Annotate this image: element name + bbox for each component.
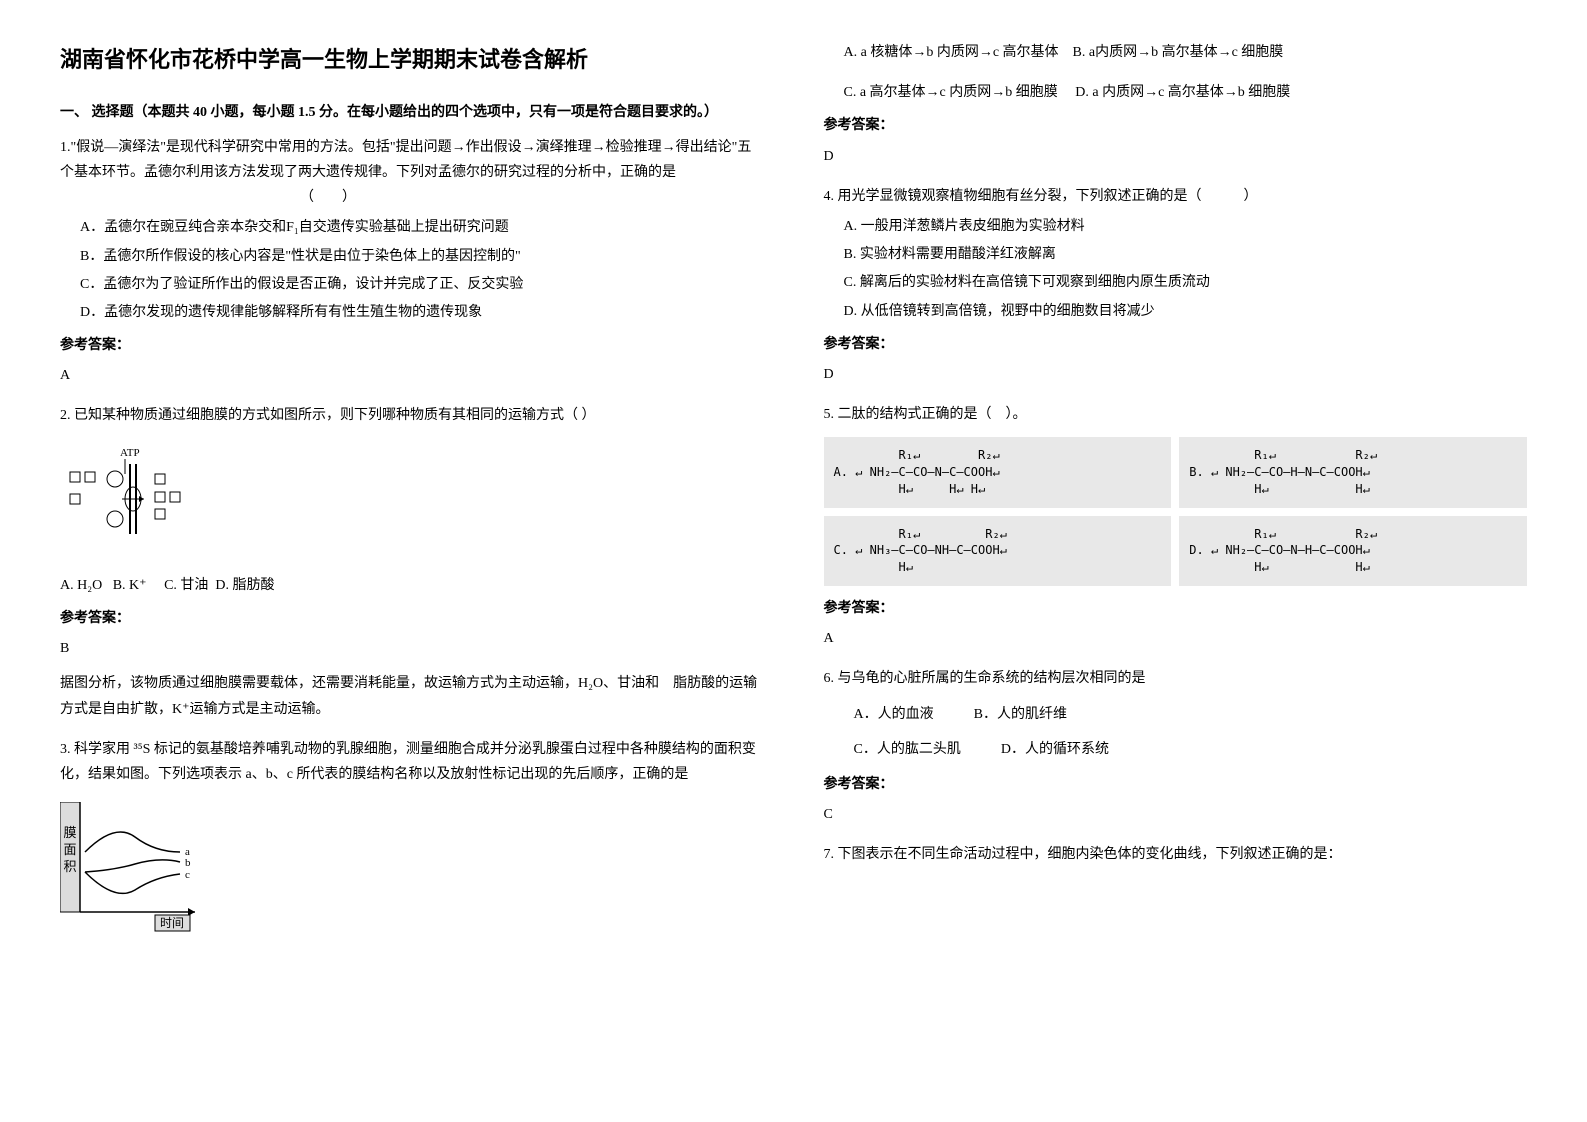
q4-opt-a: A. 一般用洋葱鳞片表皮细胞为实验材料 bbox=[844, 214, 1528, 239]
q4-opt-d: D. 从低倍镜转到高倍镜，视野中的细胞数目将减少 bbox=[844, 299, 1528, 324]
question-4: 4. 用光学显微镜观察植物细胞有丝分裂，下列叙述正确的是（ ） A. 一般用洋葱… bbox=[824, 184, 1528, 387]
q3-options: A. a 核糖体→b 内质网→c 高尔基体 B. a内质网→b 高尔基体→c 细… bbox=[844, 40, 1528, 105]
svg-text:b: b bbox=[185, 857, 191, 869]
x-axis-label: 时间 bbox=[160, 916, 184, 930]
q1-opt-c: C．孟德尔为了验证所作出的假设是否正确，设计并完成了正、反交实验 bbox=[80, 272, 764, 297]
q3-opt-row1: A. a 核糖体→b 内质网→c 高尔基体 B. a内质网→b 高尔基体→c 细… bbox=[844, 40, 1528, 65]
q1-paren: （ ） bbox=[300, 190, 356, 205]
q2-opt-c: C. 甘油 bbox=[164, 578, 208, 593]
q5-peptide-grid: R₁↵ R₂↵ A. ↵ NH₂—C—CO—N—C—COOH↵ H↵ H↵ H↵… bbox=[824, 437, 1528, 586]
question-1: 1."假说—演绎法"是现代科学研究中常用的方法。包括"提出问题→作出假设→演绎推… bbox=[60, 135, 764, 389]
question-7: 7. 下图表示在不同生命活动过程中，细胞内染色体的变化曲线，下列叙述正确的是： bbox=[824, 842, 1528, 867]
q1-options: A．孟德尔在豌豆纯合亲本杂交和F₁自交遗传实验基础上提出研究问题 B．孟德尔所作… bbox=[80, 215, 764, 325]
q3-opt-a: A. a 核糖体→b 内质网→c 高尔基体 bbox=[844, 45, 1059, 60]
right-column: A. a 核糖体→b 内质网→c 高尔基体 B. a内质网→b 高尔基体→c 细… bbox=[824, 40, 1528, 966]
q6-text: 6. 与乌龟的心脏所属的生命系统的结构层次相同的是 bbox=[824, 666, 1528, 691]
q3-opt-c: C. a 高尔基体→c 内质网→b 细胞膜 bbox=[844, 85, 1058, 100]
q1-opt-d: D．孟德尔发现的遗传规律能够解释所有有性生殖生物的遗传现象 bbox=[80, 300, 764, 325]
q2-options-line: A. H₂O B. K⁺ C. 甘油 D. 脂肪酸 bbox=[60, 573, 764, 598]
q1-opt-a: A．孟德尔在豌豆纯合亲本杂交和F₁自交遗传实验基础上提出研究问题 bbox=[80, 215, 764, 240]
q7-text: 7. 下图表示在不同生命活动过程中，细胞内染色体的变化曲线，下列叙述正确的是： bbox=[824, 842, 1528, 867]
q2-answer: B bbox=[60, 636, 764, 661]
q2-opt-b: B. K⁺ bbox=[113, 578, 147, 593]
y-axis-char-2: 面 bbox=[63, 842, 76, 857]
q4-answer: D bbox=[824, 362, 1528, 387]
q6-answer: C bbox=[824, 802, 1528, 827]
q2-explanation: 据图分析，该物质通过细胞膜需要载体，还需要消耗能量，故运输方式为主动运输，H₂O… bbox=[60, 671, 764, 721]
svg-text:c: c bbox=[185, 869, 190, 881]
q6-opt-d: D．人的循环系统 bbox=[1001, 737, 1109, 762]
document-title: 湖南省怀化市花桥中学高一生物上学期期末试卷含解析 bbox=[60, 40, 764, 80]
atp-label: ATP bbox=[120, 447, 140, 459]
q6-answer-label: 参考答案： bbox=[824, 772, 1528, 797]
question-3: 3. 科学家用 ³⁵S 标记的氨基酸培养哺乳动物的乳腺细胞，测量细胞合成并分泌乳… bbox=[60, 737, 764, 952]
left-column: 湖南省怀化市花桥中学高一生物上学期期末试卷含解析 一、 选择题（本题共 40 小… bbox=[60, 40, 764, 966]
question-3-options: A. a 核糖体→b 内质网→c 高尔基体 B. a内质网→b 高尔基体→c 细… bbox=[824, 40, 1528, 169]
q2-answer-label: 参考答案： bbox=[60, 606, 764, 631]
q5-answer: A bbox=[824, 626, 1528, 651]
q3-answer-label: 参考答案： bbox=[824, 113, 1528, 138]
q5-cell-b: R₁↵ R₂↵ B. ↵ NH₂—C—CO—H—N—C—COOH↵ H↵ H↵ bbox=[1179, 437, 1527, 507]
q5-cell-a: R₁↵ R₂↵ A. ↵ NH₂—C—CO—N—C—COOH↵ H↵ H↵ H↵ bbox=[824, 437, 1172, 507]
q4-text: 4. 用光学显微镜观察植物细胞有丝分裂，下列叙述正确的是（ ） bbox=[824, 184, 1528, 209]
q5-cell-c: R₁↵ R₂↵ C. ↵ NH₃—C—CO—NH—C—COOH↵ H↵ bbox=[824, 516, 1172, 586]
q2-diagram: ATP bbox=[60, 444, 200, 563]
q4-options: A. 一般用洋葱鳞片表皮细胞为实验材料 B. 实验材料需要用醋酸洋红液解离 C.… bbox=[844, 214, 1528, 324]
q1-answer-label: 参考答案： bbox=[60, 333, 764, 358]
q3-diagram: 膜 面 积 a b c 时间 bbox=[60, 802, 210, 941]
q2-text: 2. 已知某种物质通过细胞膜的方式如图所示，则下列哪种物质有其相同的运输方式（ … bbox=[60, 403, 764, 428]
section-header: 一、 选择题（本题共 40 小题，每小题 1.5 分。在每小题给出的四个选项中，… bbox=[60, 100, 764, 125]
y-axis-char-3: 积 bbox=[63, 859, 76, 874]
q6-opt-a: A．人的血液 bbox=[854, 702, 934, 727]
question-2: 2. 已知某种物质通过细胞膜的方式如图所示，则下列哪种物质有其相同的运输方式（ … bbox=[60, 403, 764, 721]
q4-answer-label: 参考答案： bbox=[824, 332, 1528, 357]
question-5: 5. 二肽的结构式正确的是（ ）。 R₁↵ R₂↵ A. ↵ NH₂—C—CO—… bbox=[824, 402, 1528, 651]
q1-stem: 1."假说—演绎法"是现代科学研究中常用的方法。包括"提出问题→作出假设→演绎推… bbox=[60, 140, 751, 180]
q3-opt-d: D. a 内质网→c 高尔基体→b 细胞膜 bbox=[1075, 85, 1290, 100]
q5-cell-d: R₁↵ R₂↵ D. ↵ NH₂—C—CO—N—H—C—COOH↵ H↵ H↵ bbox=[1179, 516, 1527, 586]
q3-answer: D bbox=[824, 144, 1528, 169]
q6-opt-b: B．人的肌纤维 bbox=[974, 702, 1067, 727]
q3-opt-b: B. a内质网→b 高尔基体→c 细胞膜 bbox=[1073, 45, 1284, 60]
q6-opt-c: C．人的肱二头肌 bbox=[854, 737, 961, 762]
q4-opt-b: B. 实验材料需要用醋酸洋红液解离 bbox=[844, 242, 1528, 267]
q6-options-row2: C．人的肱二头肌 D．人的循环系统 bbox=[854, 737, 1528, 762]
q4-opt-c: C. 解离后的实验材料在高倍镜下可观察到细胞内原生质流动 bbox=[844, 270, 1528, 295]
q3-opt-row2: C. a 高尔基体→c 内质网→b 细胞膜 D. a 内质网→c 高尔基体→b … bbox=[844, 80, 1528, 105]
q6-options-row1: A．人的血液 B．人的肌纤维 bbox=[854, 702, 1528, 727]
q5-text: 5. 二肽的结构式正确的是（ ）。 bbox=[824, 402, 1528, 427]
q5-answer-label: 参考答案： bbox=[824, 596, 1528, 621]
q1-opt-b: B．孟德尔所作假设的核心内容是"性状是由位于染色体上的基因控制的" bbox=[80, 244, 764, 269]
q3-text: 3. 科学家用 ³⁵S 标记的氨基酸培养哺乳动物的乳腺细胞，测量细胞合成并分泌乳… bbox=[60, 737, 764, 787]
q1-answer: A bbox=[60, 363, 764, 388]
y-axis-char-1: 膜 bbox=[63, 825, 76, 840]
q1-text: 1."假说—演绎法"是现代科学研究中常用的方法。包括"提出问题→作出假设→演绎推… bbox=[60, 135, 764, 211]
q2-opt-d: D. 脂肪酸 bbox=[215, 578, 274, 593]
q2-opt-a: A. H₂O bbox=[60, 578, 102, 593]
question-6: 6. 与乌龟的心脏所属的生命系统的结构层次相同的是 A．人的血液 B．人的肌纤维… bbox=[824, 666, 1528, 827]
